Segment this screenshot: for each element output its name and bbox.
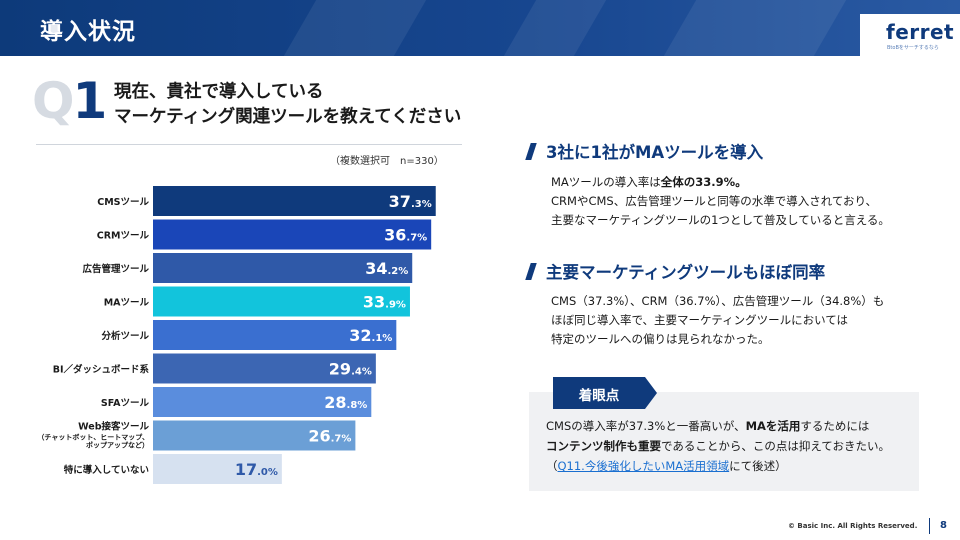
bar [153, 253, 413, 283]
value-decimal: .1% [372, 333, 393, 344]
value-integer: 37 [389, 192, 411, 211]
note-line-1: CMSの導入率が37.3%と一番高いが、MAを活用するためには [546, 419, 870, 433]
sample-note: （複数選択可 n=330） [330, 156, 444, 167]
value-label: 37.3% [389, 192, 432, 211]
header-decoration [283, 0, 427, 56]
value-integer: 26 [308, 427, 330, 446]
section-1-title-text: 3社に1社がMAツールを導入 [546, 143, 764, 162]
section-2-body: CMS（37.3%）、CRM（36.7%）、広告管理ツール（34.8%）も ほぼ… [551, 292, 884, 349]
value-label: 32.1% [349, 326, 392, 345]
value-label: 29.4% [329, 360, 372, 379]
note-tag-label: 着眼点 [578, 388, 620, 404]
value-decimal: .4% [351, 367, 372, 378]
category-label: CMSツール [97, 197, 149, 208]
question-line-2: マーケティング関連ツールを教えてください [114, 107, 462, 127]
bar [153, 353, 376, 384]
bar [153, 454, 282, 484]
section-2-title: 主要マーケティングツールもほぼ同率 [525, 259, 826, 283]
value-label: 26.7% [308, 427, 351, 446]
bar [153, 320, 397, 350]
page-number: 8 [940, 520, 947, 531]
bar [153, 186, 436, 216]
category-label: Web接客ツール [78, 421, 149, 433]
section-1-title: 3社に1社がMAツールを導入 [525, 139, 764, 163]
value-integer: 33 [363, 293, 385, 312]
section-2-line-2: ほぼ同じ導入率で、主要マーケティングツールにおいては [551, 313, 849, 327]
value-decimal: .2% [387, 266, 408, 277]
question-line-1: 現在、貴社で導入している [114, 82, 324, 102]
category-label: 特に導入していない [64, 464, 149, 476]
question-number: Q1 [32, 76, 107, 126]
value-label: 28.8% [324, 393, 367, 412]
section-1-line-3: 主要なマーケティングツールの1つとして普及していると言える。 [551, 213, 890, 227]
value-decimal: .7% [331, 434, 352, 445]
value-integer: 29 [329, 360, 351, 379]
question-mark-q: Q [32, 72, 74, 130]
bar [153, 286, 410, 317]
value-decimal: .9% [385, 300, 406, 311]
section-2-line-3: 特定のツールへの偏りは見られなかった。 [551, 332, 770, 346]
section-1-body: MAツールの導入率は全体の33.9%。 CRMやCMS、広告管理ツールと同等の水… [551, 173, 890, 230]
bar [153, 387, 372, 417]
value-label: 36.7% [384, 226, 427, 245]
section-1-line-2: CRMやCMS、広告管理ツールと同等の水準で導入されており、 [551, 194, 878, 208]
note-tag: 着眼点 [553, 377, 657, 409]
value-label: 34.2% [365, 259, 408, 278]
copyright: © Basic Inc. All Rights Reserved. [788, 522, 918, 530]
footer-divider [929, 518, 930, 534]
bar [153, 219, 432, 250]
value-integer: 17 [235, 460, 257, 479]
page-title: 導入状況 [40, 19, 136, 45]
value-integer: 32 [349, 326, 371, 345]
value-integer: 36 [384, 226, 406, 245]
section-2-title-text: 主要マーケティングツールもほぼ同率 [546, 263, 826, 282]
category-label: 広告管理ツール [82, 263, 149, 275]
category-label: SFAツール [101, 398, 150, 409]
category-label: CRMツール [97, 231, 150, 242]
header-decoration [663, 0, 847, 56]
logo-tagline: BtoBをサーチするなら [887, 45, 939, 51]
note-tag-shape [553, 377, 657, 409]
note-line-3: （Q11.今後強化したいMA活用領域にて後述） [546, 459, 787, 473]
bar-chart: CMSツール 37.3%CRMツール 36.7%広告管理ツール 34.2%MAツール 3… [37, 186, 436, 484]
logo-background [860, 14, 960, 62]
question-mark-num: 1 [72, 72, 108, 130]
header-bar: 導入状況 [0, 0, 960, 56]
value-integer: 34 [365, 259, 387, 278]
slash-icon [525, 263, 537, 280]
header-decoration [503, 0, 607, 56]
category-sublabel: ポップアップなど） [86, 441, 149, 450]
value-decimal: .8% [347, 400, 368, 411]
category-sublabel: （チャットボット、ヒートマップ、 [37, 433, 149, 442]
note-line-2: コンテンツ制作も重要であることから、この点は抑えておきたい。 [546, 439, 890, 453]
value-decimal: .0% [257, 467, 278, 478]
value-decimal: .3% [411, 199, 432, 210]
category-label: BI／ダッシュボード系 [53, 364, 150, 376]
category-label: MAツール [104, 298, 150, 309]
ferret-logo: ferret [886, 20, 955, 44]
divider [36, 144, 462, 145]
slash-icon [525, 143, 537, 160]
q11-link[interactable]: Q11.今後強化したいMA活用領域 [557, 459, 730, 473]
section-2-line-1: CMS（37.3%）、CRM（36.7%）、広告管理ツール（34.8%）も [551, 294, 885, 308]
section-1-line-1: MAツールの導入率は全体の33.9%。 [551, 175, 747, 189]
value-label: 17.0% [235, 460, 278, 479]
bar [153, 420, 356, 451]
category-label: 分析ツール [101, 330, 149, 342]
value-label: 33.9% [363, 293, 406, 312]
value-decimal: .7% [406, 233, 427, 244]
value-integer: 28 [324, 393, 346, 412]
question-text: 現在、貴社で導入している マーケティング関連ツールを教えてください [114, 80, 461, 130]
note-body: CMSの導入率が37.3%と一番高いが、MAを活用するためには コンテンツ制作も… [546, 416, 890, 476]
